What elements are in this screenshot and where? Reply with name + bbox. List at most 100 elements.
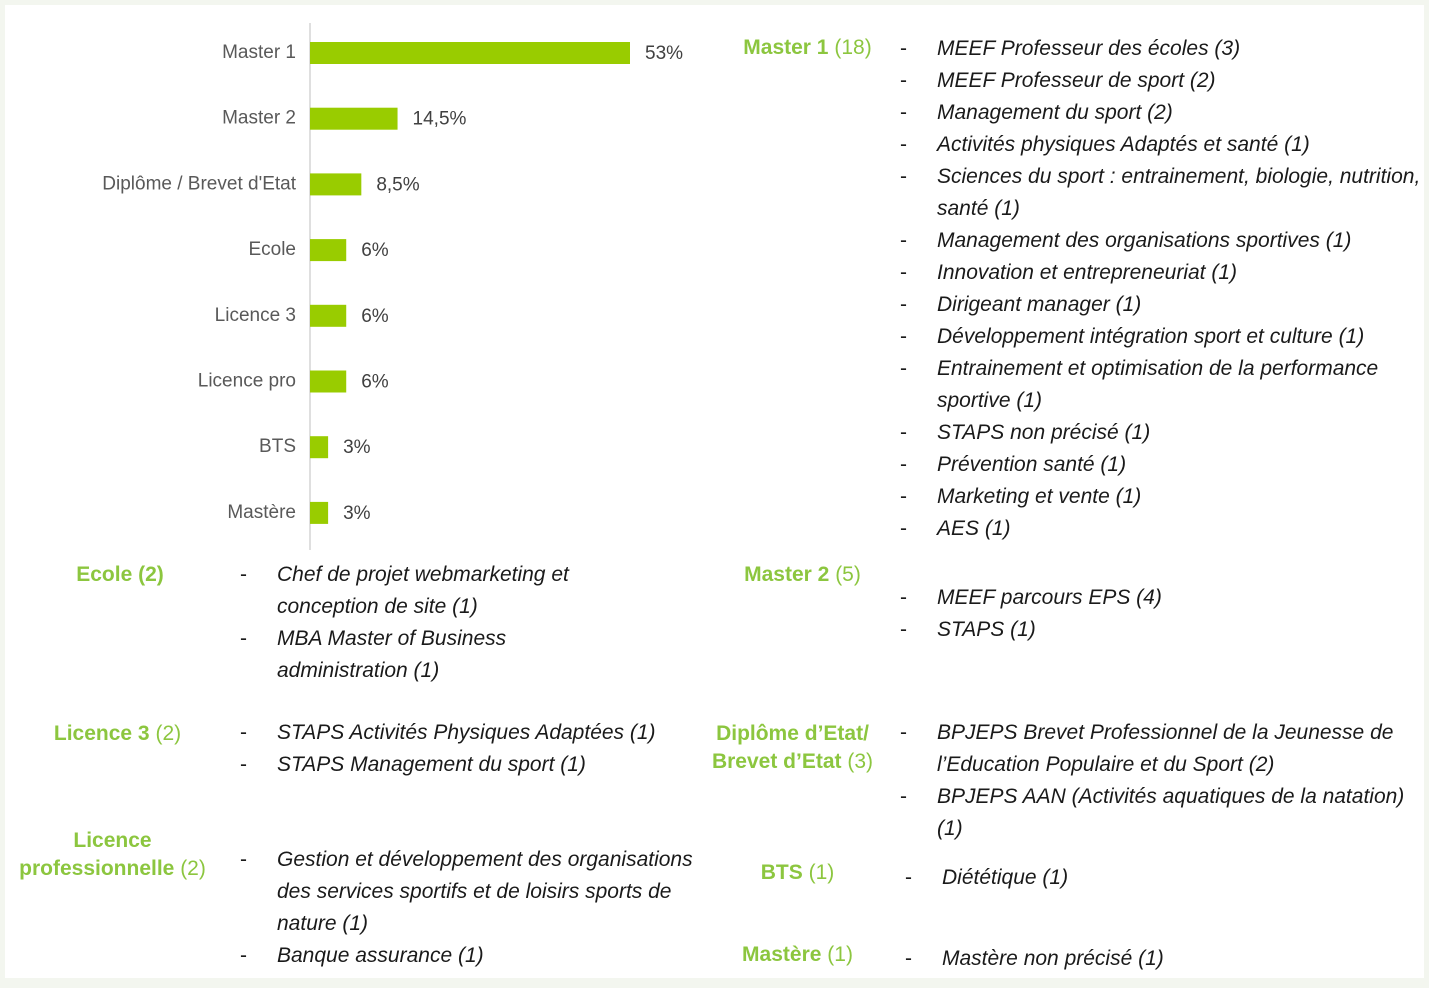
item-text: MEEF Professeur des écoles (3) (937, 37, 1241, 60)
list-item: Banque assurance (1) (240, 940, 709, 972)
section-heading: Master 2 (5) (725, 561, 880, 589)
section-heading: Licence 3 (2) (25, 720, 210, 748)
list-item: Diététique (1) (905, 862, 1422, 894)
section-list: Diététique (1) (905, 862, 1422, 894)
category-label: BTS (259, 436, 296, 457)
list-item: Management du sport (2) (900, 97, 1429, 129)
list-item: Développement intégration sport et cultu… (900, 321, 1429, 353)
item-text: Diététique (1) (942, 866, 1069, 889)
bar (310, 107, 398, 130)
item-text: Mastère non précisé (1) (942, 947, 1164, 970)
section-count: (1) (827, 943, 853, 966)
section-count: (2) (180, 857, 206, 880)
section-list: BPJEPS Brevet Professionnel de la Jeunes… (900, 717, 1429, 845)
bar (310, 42, 630, 64)
bar (310, 239, 347, 262)
section-list: MEEF Professeur des écoles (3) MEEF Profe… (900, 33, 1429, 545)
list-item: STAPS Management du sport (1) (240, 749, 707, 781)
section-list: STAPS Activités Physiques Adaptées (1) ST… (240, 717, 707, 781)
section-list: MEEF parcours EPS (4) STAPS (1) (900, 582, 1429, 646)
list-item: Prévention santé (1) (900, 449, 1429, 481)
list-item: Marketing et vente (1) (900, 481, 1429, 513)
list-item: STAPS non précisé (1) (900, 417, 1429, 449)
list-item: STAPS (1) (900, 614, 1429, 646)
value-label: 3% (343, 503, 371, 524)
item-text: MEEF parcours EPS (4) (937, 586, 1162, 609)
value-label: 6% (361, 240, 389, 261)
bar (310, 304, 347, 327)
item-text: Sciences du sport : entrainement, biolog… (937, 165, 1421, 220)
section-heading: Ecole (2) (35, 561, 205, 589)
item-text: STAPS non précisé (1) (937, 421, 1151, 444)
item-text: Activités physiques Adaptés et santé (1) (937, 133, 1310, 156)
section-heading: Licence professionnelle (2) (15, 827, 210, 883)
value-label: 14,5% (413, 109, 467, 130)
bar (310, 173, 362, 196)
chart: Master 1 53% Master 2 14,5% Diplôme / Brevet… (102, 23, 683, 550)
section-heading: Diplôme d’Etat/ Brevet d’Etat (3) (705, 720, 880, 776)
list-item: STAPS Activités Physiques Adaptées (1) (240, 717, 707, 749)
value-label: 6% (361, 306, 389, 327)
list-item: Sciences du sport : entrainement, biolog… (900, 161, 1429, 225)
section-count: (5) (835, 563, 861, 586)
category-label: Diplôme / Brevet d'Etat (102, 173, 296, 194)
section-heading: Master 1 (18) (725, 34, 890, 62)
bar (310, 370, 347, 393)
list-item: Mastère non précisé (1) (905, 943, 1422, 975)
list-item: Gestion et développement des organisatio… (240, 844, 709, 940)
item-text: BPJEPS AAN (Activités aquatiques de la n… (937, 785, 1405, 840)
category-label: Ecole (248, 239, 296, 260)
list-item: Activités physiques Adaptés et santé (1) (900, 129, 1429, 161)
section-count: (3) (847, 750, 874, 773)
section-label: Master 1 (743, 36, 829, 59)
section-count: (18) (834, 36, 872, 59)
section-label: Master 2 (744, 563, 830, 586)
list-item: Innovation et entrepreneuriat (1) (900, 257, 1429, 289)
item-text: Banque assurance (1) (277, 944, 484, 967)
item-text: Dirigeant manager (1) (937, 293, 1142, 316)
section-label: Ecole (2) (76, 563, 164, 586)
section-label: Licence 3 (53, 722, 150, 745)
category-label: Licence pro (198, 371, 296, 392)
list-item: MEEF Professeur de sport (2) (900, 65, 1429, 97)
item-text: STAPS Activités Physiques Adaptées (1) (277, 721, 656, 744)
item-text: MEEF Professeur de sport (2) (937, 69, 1216, 92)
section-label: BTS (760, 861, 803, 884)
section-count: (1) (808, 861, 835, 884)
item-text: Entrainement et optimisation de la perfo… (937, 357, 1379, 412)
section-list: Mastère non précisé (1) (905, 943, 1422, 975)
section-list: Chef de projet webmarketing et conceptio… (240, 559, 622, 687)
list-item: BPJEPS Brevet Professionnel de la Jeunes… (900, 717, 1429, 781)
item-text: Innovation et entrepreneuriat (1) (937, 261, 1238, 284)
list-item: Chef de projet webmarketing et conceptio… (240, 559, 622, 623)
value-label: 3% (343, 437, 371, 458)
item-text: Chef de projet webmarketing et conceptio… (277, 563, 569, 618)
list-item: AES (1) (900, 513, 1429, 545)
list-item: MEEF Professeur des écoles (3) (900, 33, 1429, 65)
list-item: MEEF parcours EPS (4) (900, 582, 1429, 614)
item-text: BPJEPS Brevet Professionnel de la Jeunes… (937, 721, 1394, 776)
bar (310, 436, 329, 459)
item-text: Gestion et développement des organisatio… (277, 848, 693, 935)
category-label: Master 1 (222, 42, 296, 63)
slide: Master 1 53% Master 2 14,5% Diplôme / Brevet… (5, 5, 1424, 978)
list-item: Dirigeant manager (1) (900, 289, 1429, 321)
item-text: Développement intégration sport et cultu… (937, 325, 1365, 348)
section-label: Licence professionnelle (19, 829, 175, 880)
value-label: 6% (361, 372, 389, 393)
item-text: STAPS Management du sport (1) (277, 753, 586, 776)
value-label: 8,5% (376, 174, 419, 195)
list-item: Entrainement et optimisation de la perfo… (900, 353, 1429, 417)
item-text: MBA Master of Business administration (1… (277, 627, 507, 682)
item-text: Management du sport (2) (937, 101, 1173, 124)
category-label: Mastère (227, 502, 296, 523)
list-item: BPJEPS AAN (Activités aquatiques de la n… (900, 781, 1429, 845)
bar (310, 501, 329, 524)
item-text: Marketing et vente (1) (937, 485, 1142, 508)
item-text: Management des organisations sportives (… (937, 229, 1352, 252)
category-label: Licence 3 (215, 305, 296, 326)
list-item: Management des organisations sportives (… (900, 225, 1429, 257)
category-label: Master 2 (222, 108, 296, 129)
section-heading: Mastère (1) (725, 941, 870, 969)
item-text: AES (1) (937, 517, 1011, 540)
